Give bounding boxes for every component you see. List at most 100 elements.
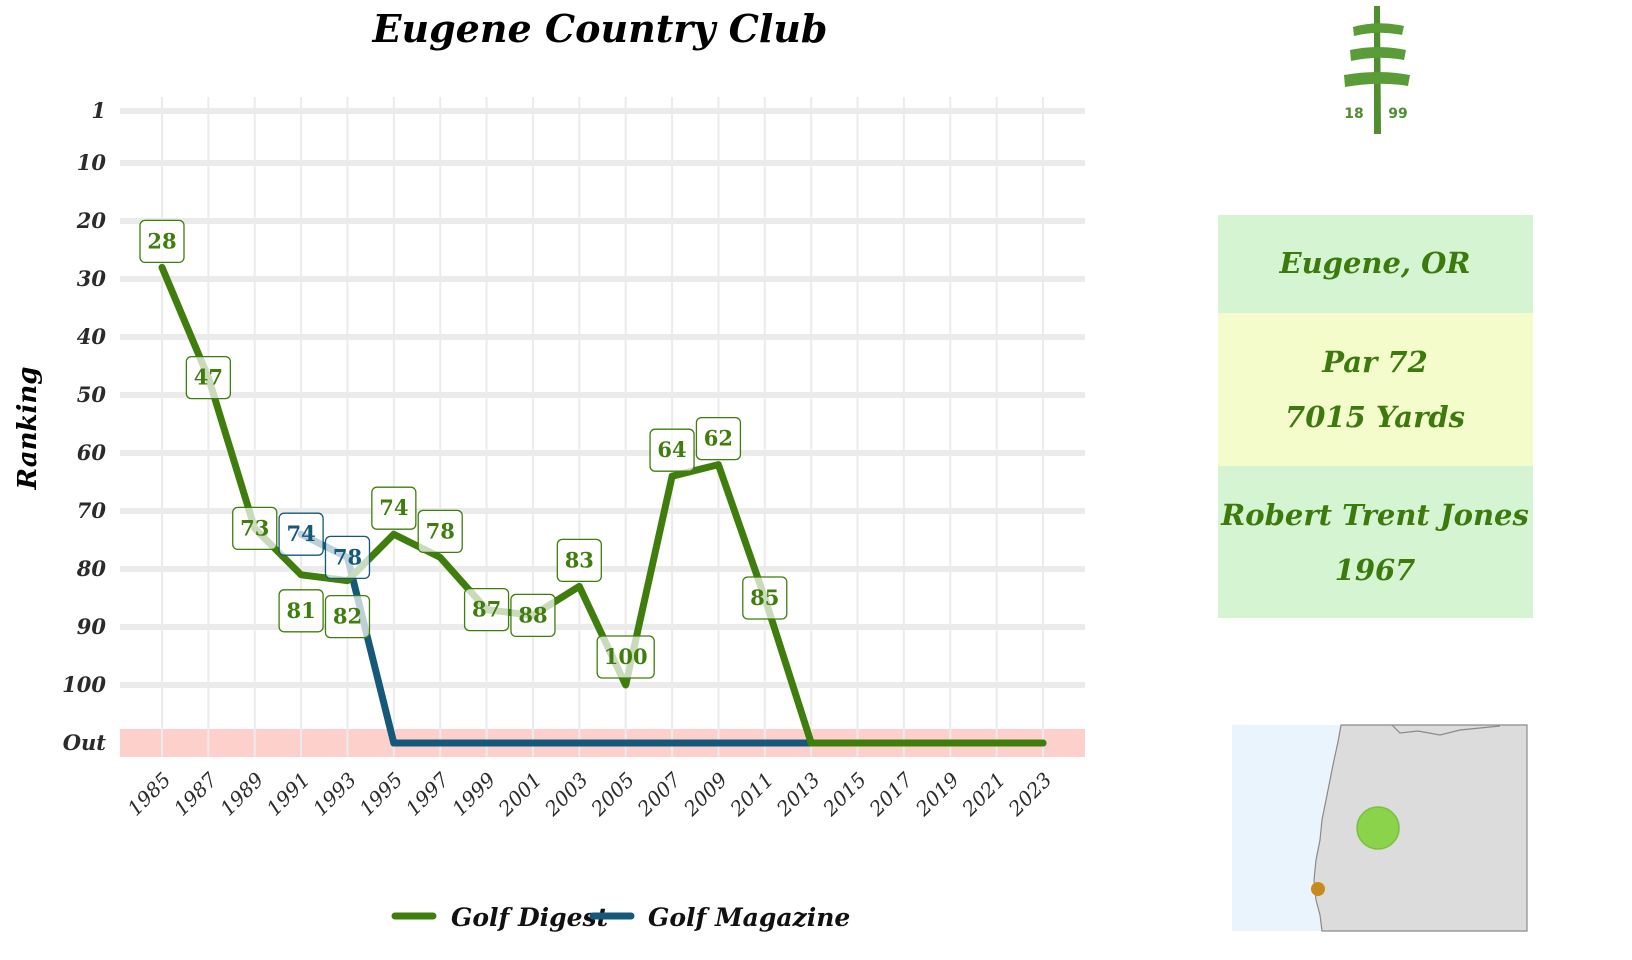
data-label-box <box>371 486 417 530</box>
info-panel: Eugene, OR Par 72 7015 Yards Robert Tren… <box>1218 215 1533 618</box>
data-label-golf-digest: 87 <box>463 587 510 632</box>
x-tick-label: 2007 <box>632 767 686 821</box>
data-label-text: 100 <box>604 644 648 669</box>
data-label-text: 62 <box>704 426 733 451</box>
x-tick-label: 2015 <box>817 768 871 822</box>
data-label-box <box>649 428 695 472</box>
info-yards: 7015 Yards <box>1285 400 1465 434</box>
data-label-box <box>324 594 371 639</box>
data-label-golf-digest: 78 <box>417 509 463 554</box>
data-label-box <box>324 535 371 580</box>
x-tick-label: 2001 <box>493 768 547 822</box>
data-label-box <box>463 587 510 632</box>
chart-title: Eugene Country Club <box>372 6 828 51</box>
data-label-golf-magazine: 78 <box>324 535 371 580</box>
x-tick-label: 2005 <box>586 768 640 822</box>
y-tick-label: 20 <box>76 208 107 233</box>
y-tick-label: 90 <box>77 614 107 639</box>
y-axis-title: Ranking <box>13 367 43 491</box>
legend-label-golf-magazine: Golf Magazine <box>648 903 850 932</box>
data-label-golf-digest: 88 <box>510 593 556 638</box>
info-par: Par 72 <box>1321 345 1428 379</box>
data-label-box <box>510 593 556 638</box>
data-label-golf-digest: 28 <box>139 219 185 264</box>
club-logo: 18 99 <box>1344 6 1410 134</box>
y-tick-label: 10 <box>77 150 107 175</box>
x-tick-label: 1997 <box>401 767 454 820</box>
data-label-text: 83 <box>565 547 594 572</box>
data-label-golf-digest: 85 <box>742 576 788 620</box>
info-architect: Robert Trent Jones <box>1220 498 1529 532</box>
x-tick-label: 1995 <box>354 768 407 821</box>
data-label-text: 74 <box>286 521 315 546</box>
y-tick-label: 1 <box>91 98 106 123</box>
x-tick-label: 2003 <box>539 768 593 822</box>
course-location-marker <box>1356 806 1400 850</box>
info-location: Eugene, OR <box>1278 246 1470 280</box>
x-tick-label: 2017 <box>864 767 918 821</box>
data-label-text: 85 <box>750 585 779 610</box>
legend: Golf Digest Golf Magazine <box>391 903 850 932</box>
data-label-box <box>695 416 742 461</box>
x-tick-label: 2011 <box>725 768 779 822</box>
secondary-location-marker <box>1311 882 1325 896</box>
data-label-text: 47 <box>194 365 223 390</box>
data-label-text: 28 <box>147 228 176 253</box>
info-specs-box <box>1218 313 1533 466</box>
x-tick-label: 1999 <box>447 767 500 820</box>
data-label-text: 81 <box>286 598 315 623</box>
x-tick-label: 2021 <box>956 768 1010 822</box>
legend-label-golf-digest: Golf Digest <box>451 903 609 932</box>
data-label-box <box>556 538 602 583</box>
x-tick-label: 1993 <box>308 768 361 821</box>
data-label-box <box>742 576 788 620</box>
x-tick-label: 1985 <box>123 768 176 821</box>
x-tick-label: 2013 <box>771 768 825 822</box>
x-tick-label: 1989 <box>215 767 268 820</box>
data-label-text: 73 <box>240 515 269 540</box>
x-tick-label: 2023 <box>1003 768 1057 822</box>
data-label-box <box>596 635 655 679</box>
data-label-box <box>232 506 278 551</box>
data-label-text: 74 <box>379 495 408 520</box>
data-label-golf-digest: 47 <box>185 355 232 400</box>
info-location-box <box>1218 215 1533 313</box>
logo-year-right: 99 <box>1388 106 1407 122</box>
data-label-box <box>417 509 463 554</box>
data-label-box <box>139 219 185 264</box>
x-tick-label: 2009 <box>678 767 732 821</box>
info-architect-box <box>1218 466 1533 618</box>
data-label-golf-digest: 81 <box>278 589 324 633</box>
y-tick-label: 30 <box>77 266 107 291</box>
data-label-golf-digest: 64 <box>649 428 695 472</box>
data-label-golf-digest: 83 <box>556 538 602 583</box>
info-year-built: 1967 <box>1335 553 1416 587</box>
data-label-golf-digest: 73 <box>232 506 278 551</box>
data-label-golf-digest: 62 <box>695 416 742 461</box>
logo-year-left: 18 <box>1344 106 1363 122</box>
x-tick-label: 1987 <box>169 767 222 820</box>
data-label-text: 78 <box>333 544 362 569</box>
data-label-text: 64 <box>657 437 686 462</box>
y-tick-label: 40 <box>77 324 107 349</box>
map-land <box>1313 724 1528 932</box>
data-label-golf-magazine: 74 <box>278 512 324 556</box>
x-tick-label: 2019 <box>910 767 964 821</box>
data-label-text: 87 <box>472 597 501 622</box>
data-label-box <box>278 512 324 556</box>
y-tick-label: 50 <box>77 382 107 407</box>
y-tick-label: 100 <box>62 672 106 697</box>
data-label-text: 82 <box>333 604 362 629</box>
y-tick-label: 80 <box>76 556 107 581</box>
data-label-box <box>185 355 232 400</box>
map-state-border <box>1391 724 1501 736</box>
data-label-text: 88 <box>518 602 547 627</box>
data-label-box <box>278 589 324 633</box>
data-label-golf-digest: 82 <box>324 594 371 639</box>
data-label-golf-digest: 100 <box>596 635 655 679</box>
y-tick-label: 70 <box>77 498 107 523</box>
data-label-text: 78 <box>426 518 455 543</box>
y-tick-label: 60 <box>77 440 107 465</box>
y-tick-label: Out <box>63 730 107 755</box>
